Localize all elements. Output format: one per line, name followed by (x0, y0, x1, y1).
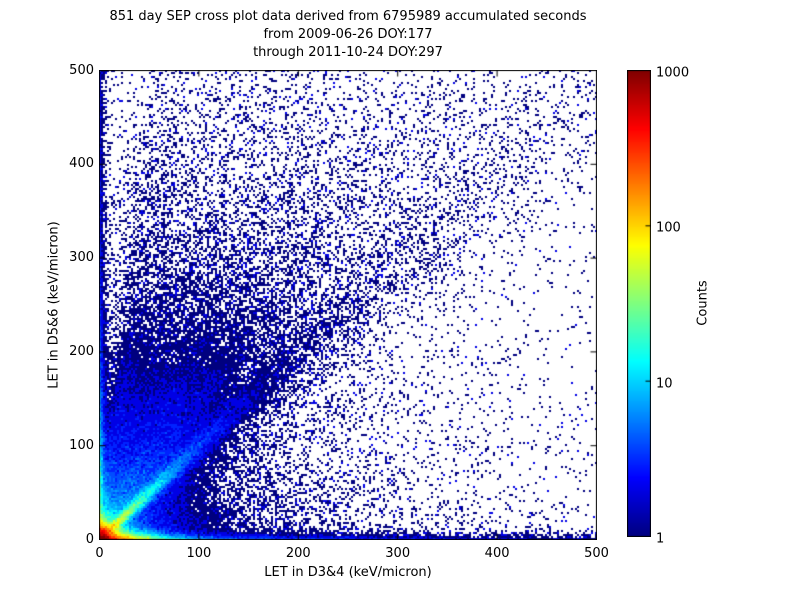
x-tick-label: 0 (95, 546, 104, 561)
y-tick-label: 500 (69, 62, 94, 78)
plot-title: 851 day SEP cross plot data derived from… (99, 8, 597, 62)
x-tick-label: 100 (186, 546, 212, 561)
title-line-2: from 2009-06-26 DOY:177 (263, 27, 433, 42)
colorbar-tick-label: 100 (656, 220, 681, 236)
x-tick-label: 400 (484, 546, 510, 561)
colorbar-label: Counts (695, 280, 711, 326)
y-tick-label: 100 (69, 437, 94, 453)
scatter-density-plot (99, 70, 597, 540)
y-axis-label: LET in D5&6 (keV/micron) (46, 221, 62, 389)
title-line-1: 851 day SEP cross plot data derived from… (109, 9, 587, 24)
y-tick-label: 300 (69, 250, 94, 266)
colorbar-tick-label: 1 (656, 531, 665, 547)
colorbar (627, 70, 651, 537)
y-tick-label: 0 (85, 531, 94, 547)
colorbar-tick-label: 1000 (656, 65, 690, 81)
x-tick-label: 200 (285, 546, 311, 561)
y-tick-label: 200 (69, 343, 94, 359)
x-tick-label: 500 (584, 546, 609, 561)
title-line-3: through 2011-10-24 DOY:297 (253, 45, 443, 60)
y-tick-label: 400 (69, 156, 94, 172)
x-axis-label: LET in D3&4 (keV/micron) (264, 565, 432, 580)
colorbar-tick-label: 10 (656, 376, 673, 392)
x-tick-label: 300 (385, 546, 411, 561)
